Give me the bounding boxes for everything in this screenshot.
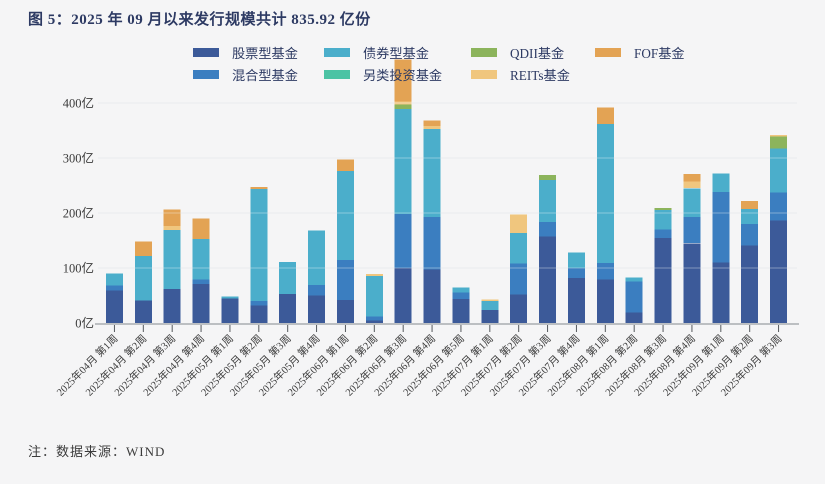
bar-segment-bond-fund — [105, 273, 123, 286]
bar-segment-bond-fund — [741, 209, 759, 224]
bar-segment-fof-fund — [596, 107, 614, 124]
figure-title: 图 5：2025 年 09 月以来发行规模共计 835.92 亿份 — [28, 12, 371, 28]
bar-segment-bond-fund — [423, 128, 441, 217]
bar-segment-stock-fund — [452, 298, 470, 323]
bar-segment-hybrid-fund — [192, 279, 210, 284]
bar-segment-stock-fund — [596, 279, 614, 324]
bar-segment-fof-fund — [192, 218, 210, 239]
bar-segment-bond-fund — [539, 180, 557, 222]
bar-segment-bond-fund — [452, 287, 470, 293]
source-note: 注：数据来源：WIND — [28, 444, 166, 459]
bar-segment-qdii-fund — [394, 104, 412, 109]
bar-segment-bond-fund — [770, 148, 788, 193]
bar-segment-bond-fund — [250, 188, 268, 301]
bar-segment-bond-fund — [625, 277, 643, 282]
bar-segment-stock-fund — [192, 283, 210, 323]
bar-segment-reits-fund — [163, 226, 181, 231]
bar-segment-qdii-fund — [770, 136, 788, 149]
bar-segment-qdii-fund — [654, 208, 672, 210]
bar-segment-hybrid-fund — [539, 221, 557, 237]
bar-segment-stock-fund — [539, 236, 557, 323]
bar-segment-fof-fund — [394, 59, 412, 102]
bar-segment-reits-fund — [770, 134, 788, 137]
bar-segment-hybrid-fund — [105, 285, 123, 291]
bar-segment-reits-fund — [683, 181, 701, 189]
bar-segment-stock-fund — [221, 298, 239, 324]
bar-segment-reits-fund — [394, 101, 412, 105]
bar-segment-bond-fund — [712, 173, 730, 193]
bar-segment-stock-fund — [683, 243, 701, 324]
bar-segment-hybrid-fund — [683, 216, 701, 244]
bar-segment-fof-fund — [163, 209, 181, 227]
bar-segment-hybrid-fund — [308, 285, 326, 296]
y-axis-label-400: 400亿 — [63, 96, 94, 111]
bar-segment-hybrid-fund — [510, 263, 528, 295]
bar-segment-bond-fund — [567, 252, 585, 268]
bar-segment-stock-fund — [654, 237, 672, 324]
bar-segment-bond-fund — [510, 232, 528, 264]
bar-segment-hybrid-fund — [250, 301, 268, 306]
bar-segment-hybrid-fund — [654, 229, 672, 238]
bar-segment-stock-fund — [336, 299, 354, 323]
bar-segment-stock-fund — [770, 220, 788, 323]
bar-segment-hybrid-fund — [567, 268, 585, 278]
bar-segment-hybrid-fund — [625, 281, 643, 313]
bar-segment-hybrid-fund — [365, 316, 383, 321]
bar-segment-hybrid-fund — [423, 216, 441, 270]
bar-segment-stock-fund — [712, 262, 730, 323]
bar-segment-stock-fund — [567, 277, 585, 323]
bar-segment-stock-fund — [134, 300, 152, 323]
bar-segment-fof-fund — [250, 187, 268, 189]
bar-segment-stock-fund — [741, 245, 759, 323]
bar-segment-bond-fund — [654, 209, 672, 230]
bar-segment-bond-fund — [596, 123, 614, 264]
bar-segment-hybrid-fund — [394, 214, 412, 268]
bar-segment-bond-fund — [308, 230, 326, 286]
bar-segment-hybrid-fund — [452, 292, 470, 299]
bar-segment-bond-fund — [163, 230, 181, 289]
bar-segment-bond-fund — [279, 261, 297, 294]
bar-segment-hybrid-fund — [770, 192, 788, 221]
bar-segment-stock-fund — [423, 269, 441, 323]
bar-segment-stock-fund — [250, 305, 268, 323]
bar-segment-bond-fund — [481, 301, 499, 310]
bar-segment-stock-fund — [625, 312, 643, 324]
y-axis-label-200: 200亿 — [63, 206, 94, 221]
bar-segment-bond-fund — [394, 109, 412, 215]
bar-segment-fof-fund — [336, 159, 354, 172]
bar-segment-hybrid-fund — [336, 259, 354, 300]
bar-segment-qdii-fund — [539, 175, 557, 180]
bar-segment-stock-fund — [481, 309, 499, 323]
bar-segment-fof-fund — [741, 200, 759, 210]
bar-segment-reits-fund — [510, 214, 528, 233]
y-axis-label-300: 300亿 — [63, 151, 94, 166]
bar-segment-stock-fund — [163, 288, 181, 323]
y-axis-label-0: 0亿 — [75, 316, 94, 331]
bar-segment-hybrid-fund — [596, 263, 614, 280]
bar-segment-reits-fund — [481, 299, 499, 302]
bar-segment-stock-fund — [510, 294, 528, 323]
bar-segment-stock-fund — [365, 320, 383, 324]
bar-segment-reits-fund — [423, 126, 441, 129]
bar-segment-bond-fund — [365, 275, 383, 317]
bar-segment-reits-fund — [365, 274, 383, 276]
y-axis-label-100: 100亿 — [63, 261, 94, 276]
bar-segment-stock-fund — [308, 295, 326, 323]
bar-segment-stock-fund — [279, 293, 297, 324]
bar-segment-bond-fund — [134, 255, 152, 301]
bar-segment-bond-fund — [192, 238, 210, 280]
bar-segment-stock-fund — [394, 268, 412, 323]
bar-segment-stock-fund — [105, 290, 123, 324]
bar-segment-hybrid-fund — [712, 192, 730, 263]
bar-segment-hybrid-fund — [741, 224, 759, 246]
bar-segment-bond-fund — [683, 188, 701, 217]
bar-segment-bond-fund — [221, 296, 239, 299]
bar-segment-fof-fund — [423, 120, 441, 127]
bar-segment-fof-fund — [134, 241, 152, 256]
bar-segment-bond-fund — [336, 171, 354, 260]
bar-segment-fof-fund — [683, 173, 701, 182]
